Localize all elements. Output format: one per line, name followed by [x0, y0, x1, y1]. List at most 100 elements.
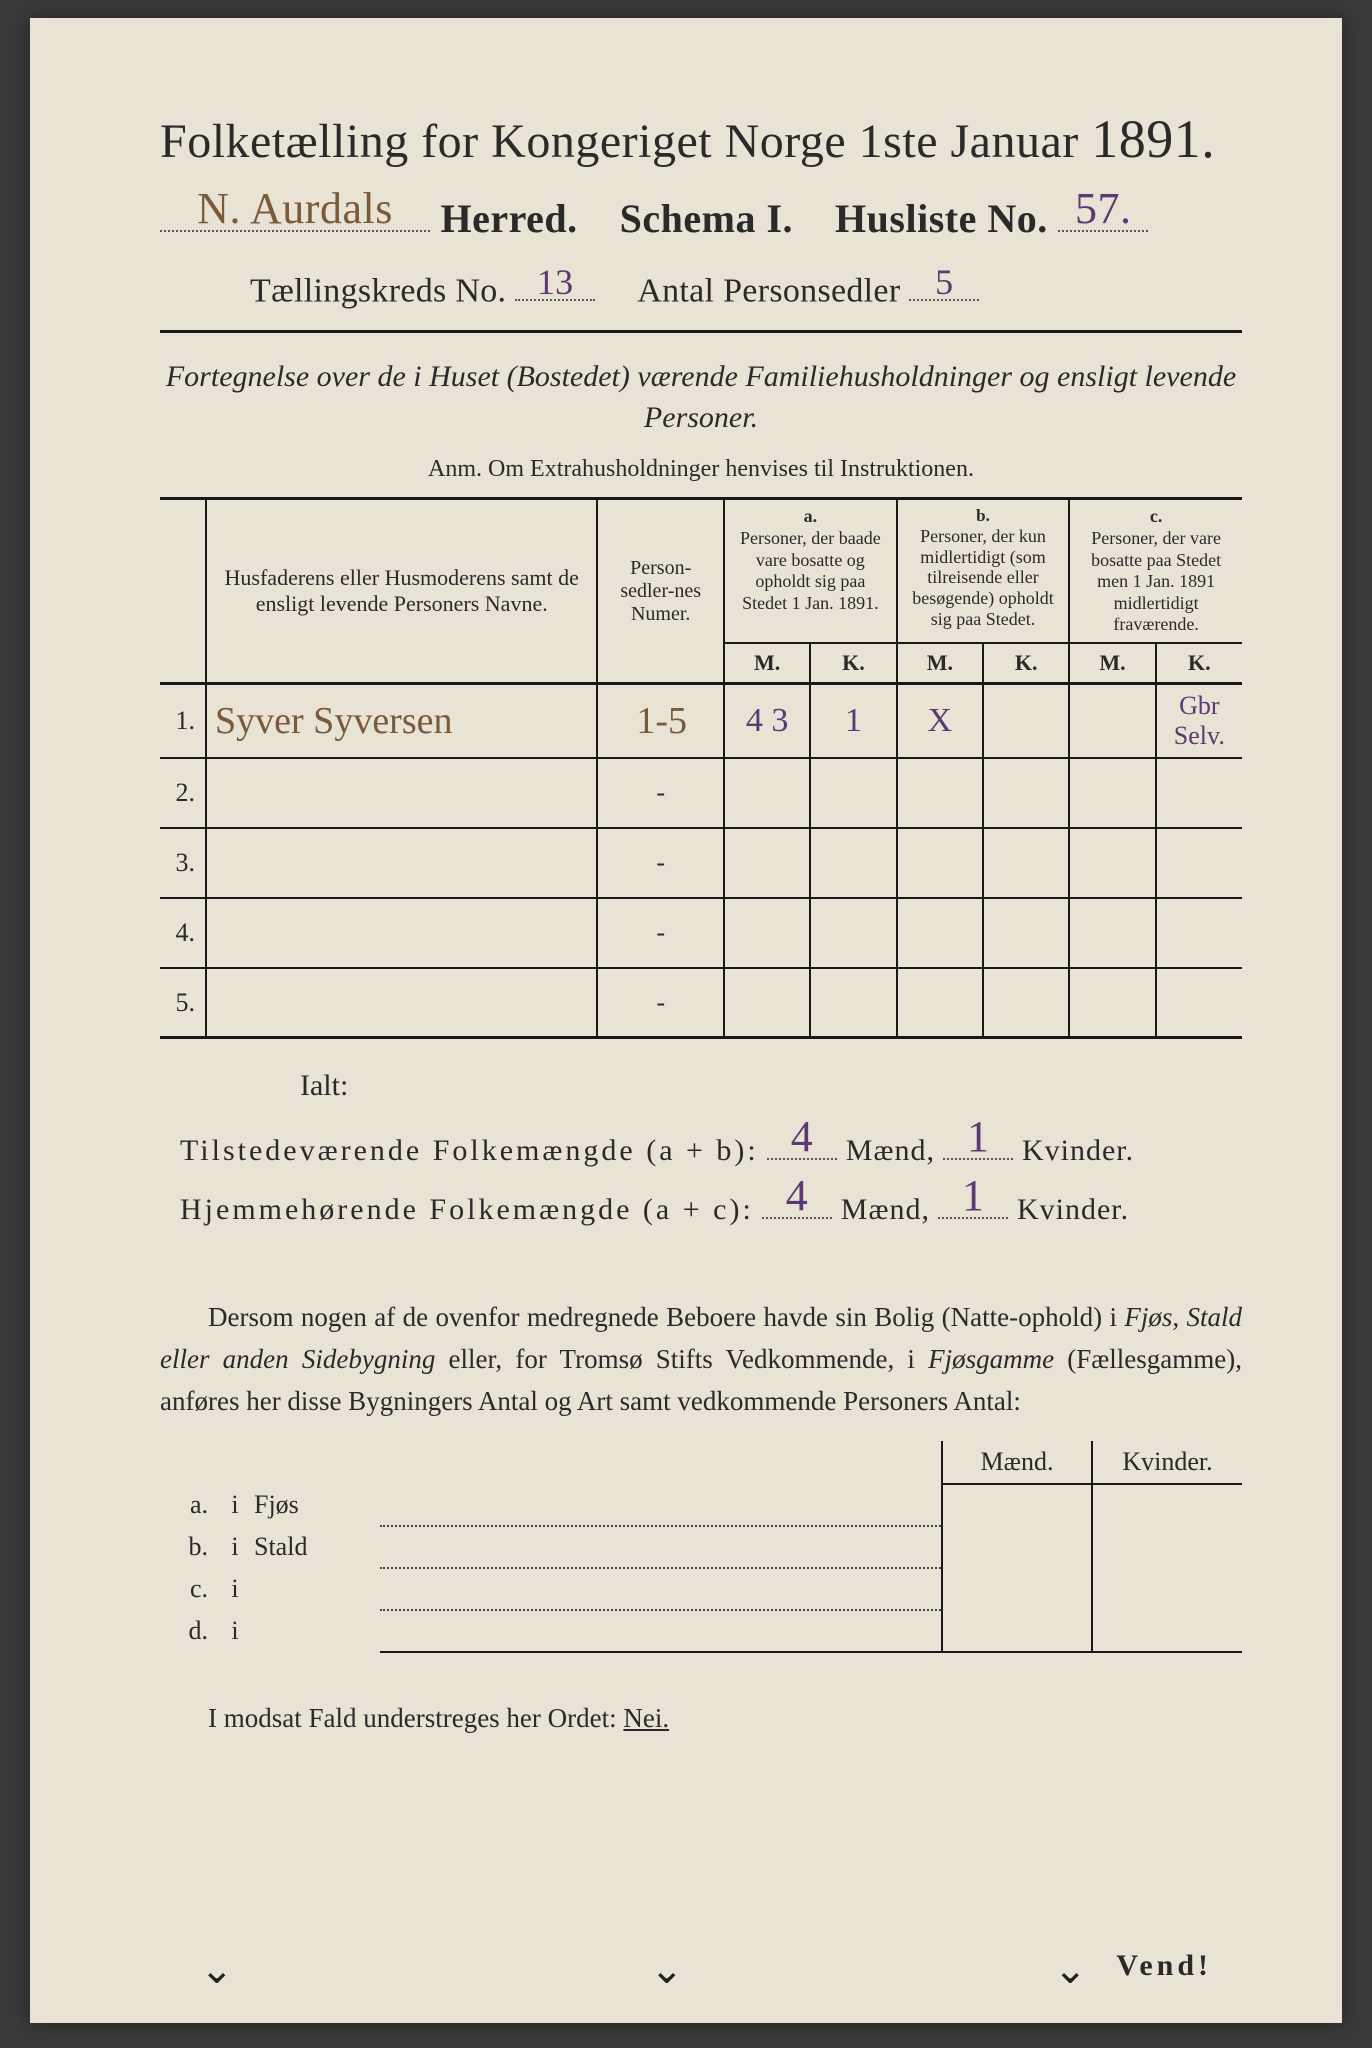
mk-maend: Mænd. [942, 1441, 1092, 1484]
husliste-label: Husliste No. [835, 196, 1048, 241]
mk-row-type: Stald [250, 1526, 380, 1568]
hjemme-line: Hjemmehørende Folkemængde (a + c): 4 Mæn… [180, 1186, 1242, 1227]
header-block: Folketælling for Kongeriget Norge 1ste J… [160, 108, 1242, 310]
title-line-1: Folketælling for Kongeriget Norge 1ste J… [160, 108, 1242, 170]
mk-row-dots [380, 1568, 942, 1610]
mk-row-type: Fjøs [250, 1484, 380, 1526]
row-c-k [1156, 758, 1242, 828]
mk-row-type [250, 1610, 380, 1652]
col-c-k: K. [1156, 643, 1242, 684]
nei-line: I modsat Fald understreges her Ordet: Ne… [160, 1703, 1242, 1734]
row-a-k [810, 898, 896, 968]
mk-kvinder: Kvinder. [1092, 1441, 1242, 1484]
row-b-k [983, 968, 1069, 1038]
hjemme-m: 4 [762, 1170, 832, 1221]
mk-row-dots [380, 1484, 942, 1526]
mk-row-label: d. [160, 1610, 220, 1652]
mk-table: Mænd. Kvinder. a.iFjøsb.iStaldc.id.i [160, 1441, 1242, 1653]
row-a-k [810, 968, 896, 1038]
mk-row-i: i [220, 1568, 250, 1610]
ialt-block: Ialt: Tilstedeværende Folkemængde (a + b… [160, 1069, 1242, 1227]
col-a: a. Personer, der baade vare bosatte og o… [724, 500, 897, 643]
herred-label: Herred. [441, 196, 578, 241]
mk-row-m [942, 1526, 1092, 1568]
antal-label: Antal Personsedler [637, 272, 900, 309]
husliste-value: 57. [1058, 183, 1148, 234]
nei-word: Nei. [623, 1703, 669, 1733]
row-number: 4. [160, 898, 206, 968]
row-a-k [810, 758, 896, 828]
title-line-3: Tællingskreds No. 13 Antal Personsedler … [160, 264, 1242, 310]
tick-mark: ⌄ [200, 1946, 234, 1993]
row-c-m [1069, 968, 1155, 1038]
row-b-m [897, 968, 983, 1038]
mk-row-dots [380, 1610, 942, 1652]
row-b-k [983, 683, 1069, 758]
title-main: Folketælling for Kongeriget Norge 1ste J… [160, 115, 1079, 168]
row-a-m [724, 968, 810, 1038]
mk-row-i: i [220, 1484, 250, 1526]
row-a-k: 1 [810, 683, 896, 758]
row-c-k [1156, 828, 1242, 898]
row-c-m [1069, 683, 1155, 758]
tick-mark: ⌄ [650, 1946, 684, 1993]
row-numer: - [597, 968, 724, 1038]
col-numer: Person-sedler-nes Numer. [597, 500, 724, 683]
row-name [206, 898, 597, 968]
herred-handwritten: N. Aurdals [160, 183, 430, 234]
row-b-k [983, 898, 1069, 968]
anm-note: Anm. Om Extrahusholdninger henvises til … [160, 456, 1242, 483]
row-number: 2. [160, 758, 206, 828]
mk-row-dots [380, 1526, 942, 1568]
subtitle-italic: Fortegnelse over de i Huset (Bostedet) v… [160, 357, 1242, 438]
table-row: 1.Syver Syversen1-54 31XGbr Selv. [160, 683, 1242, 758]
col-c-m: M. [1069, 643, 1155, 684]
antal-value: 5 [909, 261, 979, 303]
table-row: 3. - [160, 828, 1242, 898]
row-number: 3. [160, 828, 206, 898]
row-numer: - [597, 758, 724, 828]
ialt-label: Ialt: [300, 1069, 1242, 1103]
title-year: 1891. [1091, 109, 1215, 169]
row-a-m [724, 758, 810, 828]
table-row: 4. - [160, 898, 1242, 968]
tilstede-m: 4 [767, 1111, 837, 1162]
vend-label: Vend! [1116, 1949, 1212, 1983]
row-numer: - [597, 898, 724, 968]
col-a-k: K. [810, 643, 896, 684]
mk-row-m [942, 1610, 1092, 1652]
row-a-k [810, 828, 896, 898]
row-b-m [897, 828, 983, 898]
table-row: 5. - [160, 968, 1242, 1038]
divider-rule [160, 330, 1242, 333]
row-numer: - [597, 828, 724, 898]
row-numer: 1-5 [597, 683, 724, 758]
mk-row-label: c. [160, 1568, 220, 1610]
col-a-m: M. [724, 643, 810, 684]
row-name: Syver Syversen [206, 683, 597, 758]
col-names: Husfaderens eller Husmoderens samt de en… [206, 500, 597, 683]
row-b-m: X [897, 683, 983, 758]
row-b-k [983, 828, 1069, 898]
col-c: c. Personer, der vare bosatte paa Stedet… [1069, 500, 1242, 643]
row-c-k: Gbr Selv. [1156, 683, 1242, 758]
row-b-m [897, 758, 983, 828]
row-b-m [897, 898, 983, 968]
row-c-m [1069, 828, 1155, 898]
mk-row: d.i [160, 1610, 1242, 1652]
mk-row-label: b. [160, 1526, 220, 1568]
row-c-k [1156, 898, 1242, 968]
row-c-m [1069, 758, 1155, 828]
row-number: 1. [160, 683, 206, 758]
mk-row-m [942, 1568, 1092, 1610]
mk-row-i: i [220, 1610, 250, 1652]
tick-mark: ⌄ [1053, 1946, 1087, 1993]
mk-row: c.i [160, 1568, 1242, 1610]
row-name [206, 758, 597, 828]
mk-row-k [1092, 1568, 1242, 1610]
row-c-k [1156, 968, 1242, 1038]
mk-row-label: a. [160, 1484, 220, 1526]
mk-row-k [1092, 1526, 1242, 1568]
schema-label: Schema I. [620, 196, 793, 241]
row-number: 5. [160, 968, 206, 1038]
